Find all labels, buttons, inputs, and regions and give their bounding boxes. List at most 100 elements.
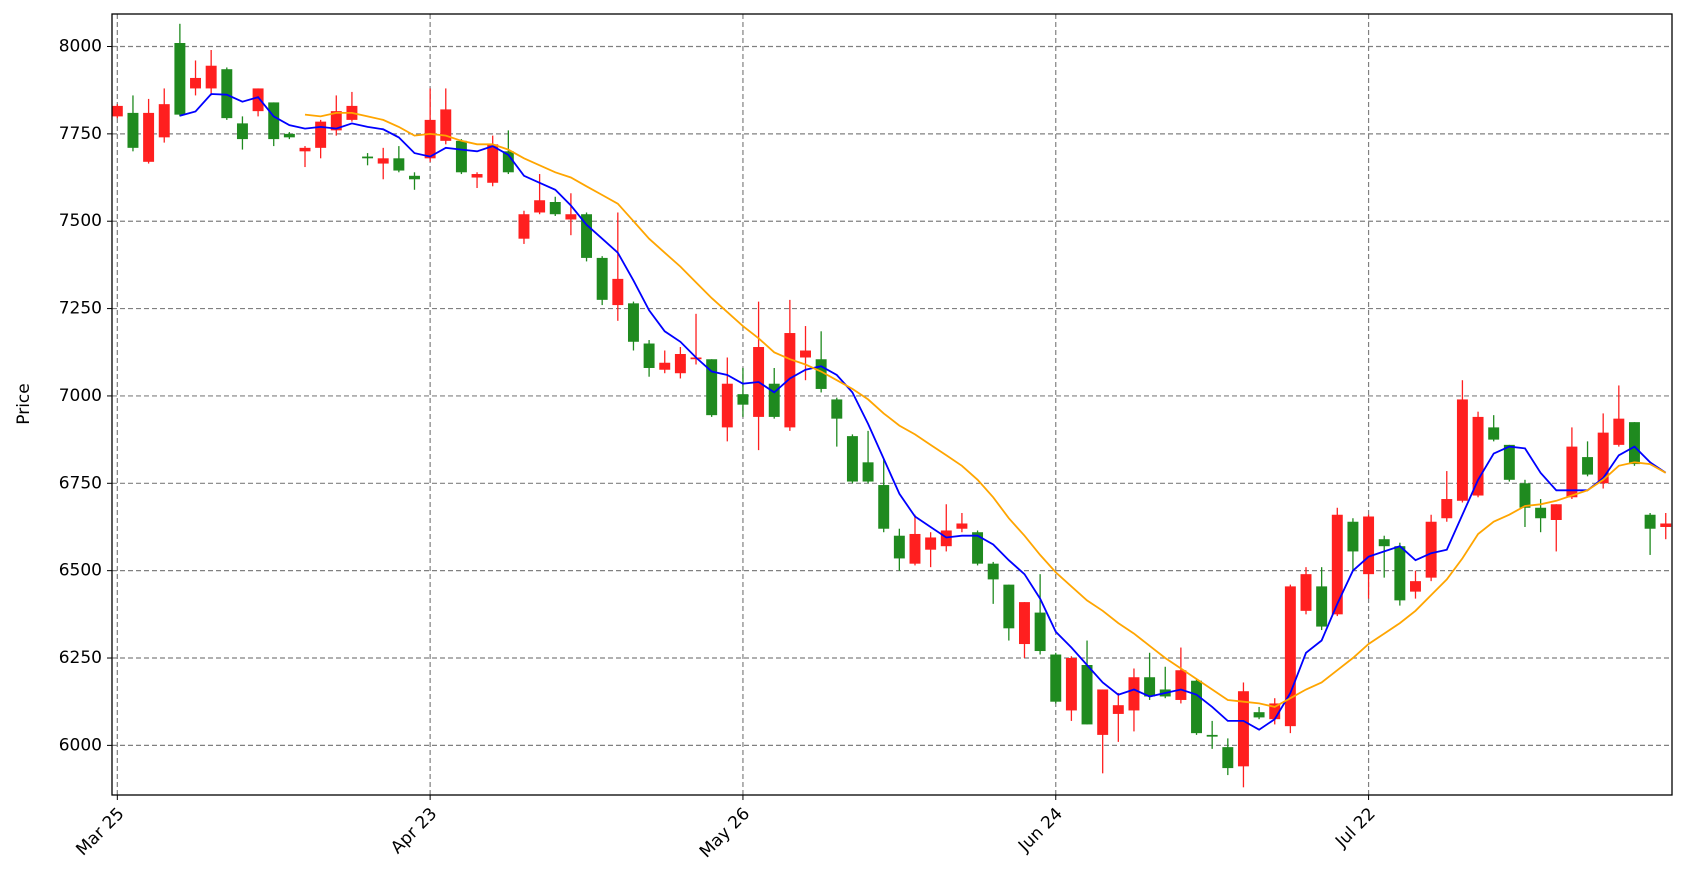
candle-body (315, 121, 327, 148)
candle-body (972, 532, 984, 564)
candle-body (502, 151, 514, 173)
candle-body (143, 112, 155, 162)
candle-body (596, 257, 608, 300)
candle-body (1331, 514, 1343, 615)
moving-average-line (304, 112, 1667, 708)
candle-body (299, 147, 311, 152)
candle-body (1003, 584, 1015, 629)
candle-body (1347, 521, 1359, 552)
candle-body (111, 105, 123, 117)
candle-body (1019, 602, 1030, 645)
x-tick-label: Jun 24 (1014, 804, 1067, 857)
candle-body (627, 303, 639, 342)
candle-body (1112, 705, 1124, 714)
candle-body (1175, 670, 1187, 700)
candle-body (236, 123, 248, 140)
candle-body (925, 537, 937, 550)
moving-average-line (179, 93, 1667, 731)
candle-body (424, 119, 436, 159)
candle-body (956, 523, 968, 529)
x-tick-label: Apr 23 (387, 804, 441, 858)
candle-body (1441, 499, 1453, 519)
plot-frame (111, 13, 1673, 796)
candle-body (1378, 539, 1390, 547)
candle-body (252, 88, 264, 112)
candle-body (1566, 446, 1578, 498)
candle-body (815, 359, 827, 389)
candle-body (784, 333, 796, 428)
candle-body (565, 214, 577, 220)
candle-body (158, 104, 170, 138)
candle-body (1597, 432, 1609, 484)
candle-body (190, 77, 201, 89)
candle-body (1410, 581, 1421, 592)
candle-body (1206, 734, 1218, 737)
y-tick-label: 7750 (59, 124, 102, 144)
candle-body (1034, 612, 1046, 652)
candle-body (1472, 416, 1484, 496)
y-tick-label: 6250 (59, 648, 102, 668)
candle-body (174, 43, 186, 115)
candle-body (737, 394, 749, 405)
candle-body (909, 533, 921, 564)
y-tick-label: 6500 (59, 561, 102, 581)
candle-body (1097, 689, 1109, 735)
candle-body (721, 383, 733, 428)
y-tick-label: 7250 (59, 299, 102, 319)
candle-body (362, 156, 374, 159)
candle-body (221, 69, 233, 119)
candle-body (1300, 574, 1312, 611)
candle-body (1363, 516, 1375, 575)
candle-body (581, 214, 593, 258)
candle-body (893, 535, 905, 559)
candle-body (409, 175, 420, 180)
candle-body (768, 383, 780, 417)
candle-body (1535, 507, 1547, 519)
candle-body (862, 462, 874, 482)
candle-body (377, 158, 389, 164)
x-tick-label: May 26 (696, 804, 754, 862)
candle-body (1613, 418, 1625, 445)
x-tick-label: Jul 22 (1331, 804, 1379, 852)
candle-body (674, 354, 686, 374)
candle-body (534, 200, 546, 213)
candle-body (1128, 677, 1140, 711)
candle-body (1191, 680, 1202, 734)
candle-body (1425, 521, 1437, 578)
candle-body (800, 350, 811, 358)
candle-body (1660, 523, 1672, 527)
candle-body (1253, 712, 1265, 718)
candle-body (1519, 483, 1531, 508)
candle-body (1488, 427, 1500, 440)
candle-body (1644, 514, 1656, 529)
candle-body (393, 158, 405, 171)
candle-body (205, 65, 217, 89)
candle-body (706, 359, 718, 416)
y-tick-label: 7000 (59, 386, 102, 406)
candle-body (330, 111, 342, 131)
candle-body (1503, 444, 1515, 480)
candle-body (1456, 399, 1468, 501)
candle-body (1081, 665, 1093, 725)
candle-body (440, 109, 452, 141)
candle-body (1550, 504, 1562, 520)
candle-body (643, 343, 655, 368)
candle-body (1237, 691, 1249, 767)
candle-body (1316, 586, 1328, 627)
y-tick-label: 7500 (59, 211, 102, 231)
candle-body (487, 144, 499, 183)
y-tick-label: 8000 (59, 36, 102, 56)
candle-body (659, 362, 671, 370)
candle-body (878, 485, 890, 529)
candle-body (549, 201, 561, 215)
x-tick-label: Mar 25 (72, 804, 128, 860)
candle-body (1144, 677, 1156, 697)
candle-body (1394, 546, 1406, 601)
candle-body (1050, 654, 1062, 702)
y-axis-label: Price (14, 383, 34, 424)
candle-body (471, 174, 483, 178)
candle-body (127, 112, 139, 148)
candle-body (518, 214, 530, 239)
candle-body (831, 399, 843, 419)
